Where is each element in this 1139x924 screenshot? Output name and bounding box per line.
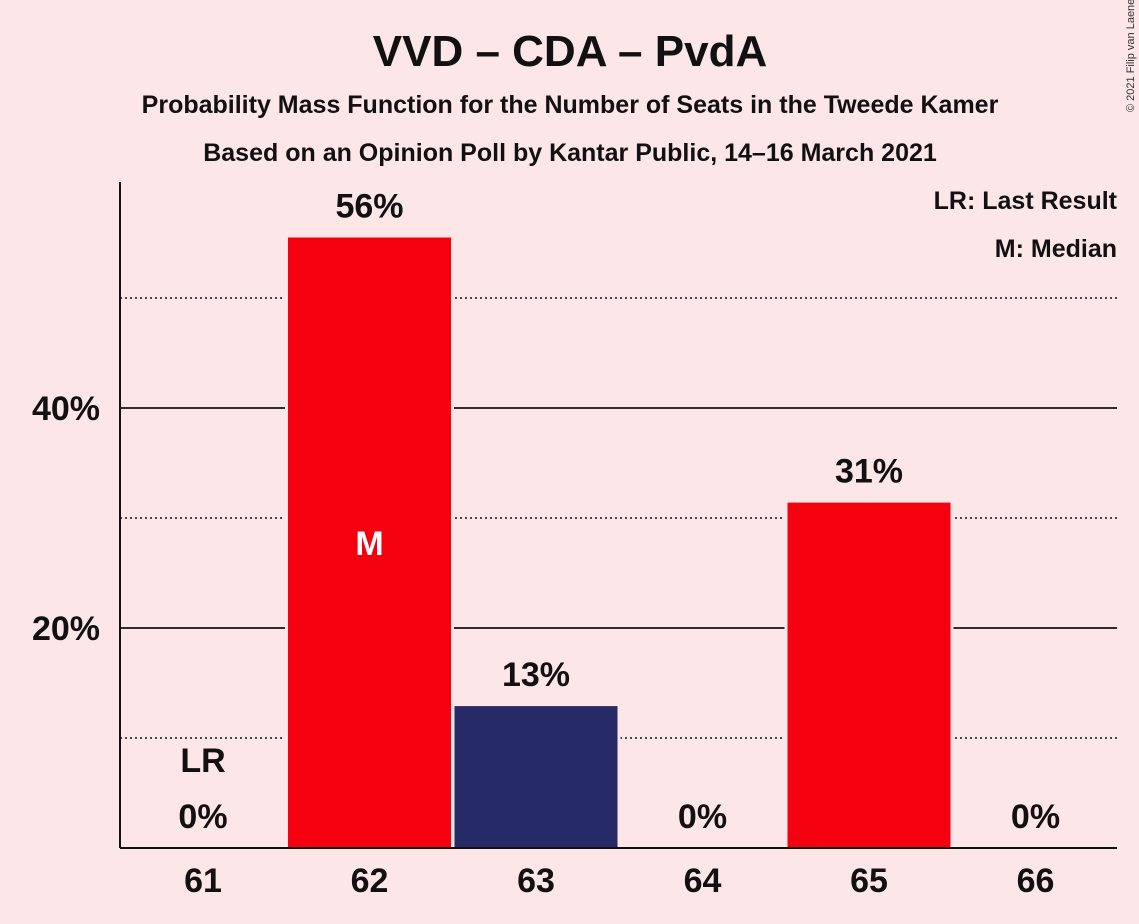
legend-median: M: Median — [995, 235, 1117, 263]
bar-value-label: 31% — [835, 453, 903, 491]
copyright-text: © 2021 Filip van Laenen — [1125, 0, 1137, 112]
bar-value-label: 56% — [335, 188, 403, 226]
chart-title: VVD – CDA – PvdA — [373, 27, 767, 76]
x-tick-label: 65 — [850, 862, 888, 900]
legend-last-result: LR: Last Result — [934, 187, 1118, 215]
bar-value-label: 0% — [678, 798, 727, 836]
y-tick-label: 20% — [32, 610, 100, 648]
median-marker: M — [355, 525, 383, 563]
bar — [454, 706, 618, 848]
x-tick-label: 66 — [1017, 862, 1055, 900]
bar-labels: 0% 61 LR 56% 62 M 13% 63 0% 64 31% 65 0% 66 — [178, 188, 1060, 901]
bar-value-label: 13% — [502, 656, 570, 694]
bar-value-label: 0% — [178, 798, 227, 836]
x-tick-label: 63 — [517, 862, 555, 900]
y-tick-label: 40% — [32, 390, 100, 428]
chart-subtitle-2: Based on an Opinion Poll by Kantar Publi… — [203, 139, 937, 167]
axes — [119, 182, 1117, 849]
x-tick-label: 62 — [351, 862, 389, 900]
chart-subtitle-1: Probability Mass Function for the Number… — [142, 91, 999, 119]
bar-value-label: 0% — [1011, 798, 1060, 836]
x-tick-label: 64 — [684, 862, 722, 900]
bar — [787, 502, 951, 848]
bars — [285, 236, 954, 848]
bar — [288, 237, 451, 848]
x-tick-label: 61 — [184, 862, 222, 900]
last-result-marker: LR — [180, 742, 225, 780]
